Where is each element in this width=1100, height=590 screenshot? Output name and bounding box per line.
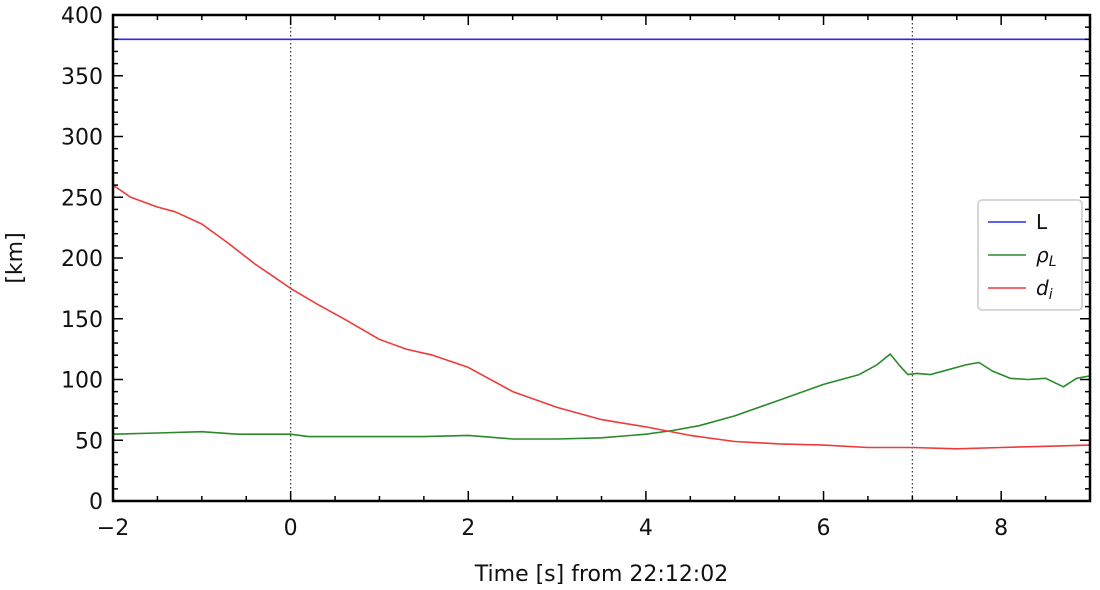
y-tick-label: 250 [61, 186, 103, 211]
plot-series [112, 38, 1091, 450]
y-tick-label: 350 [61, 65, 103, 90]
series-line-rho [112, 353, 1091, 440]
x-tick-label: 8 [994, 516, 1008, 541]
y-tick-label: 0 [89, 490, 103, 515]
y-tick-label: 400 [61, 4, 103, 29]
x-tick-label: 4 [639, 516, 653, 541]
vertical-reference-lines [290, 15, 913, 501]
legend-label-L: L [1036, 210, 1048, 234]
axis-ticks [112, 14, 1091, 502]
legend: LρL di [977, 199, 1083, 311]
x-tick-label: 6 [817, 516, 831, 541]
legend-box [977, 199, 1083, 311]
x-tick-label: 0 [284, 516, 298, 541]
y-tick-label: 150 [61, 308, 103, 333]
y-tick-label: 100 [61, 369, 103, 394]
y-tick-label: 300 [61, 126, 103, 151]
series-line-di [112, 184, 1091, 450]
plot-frame [111, 13, 1092, 503]
legend-label-rho: ρL [1036, 243, 1057, 270]
legend-label-di: di [1036, 276, 1053, 303]
y-axis-label: [km] [3, 232, 28, 283]
y-tick-label: 50 [75, 429, 103, 454]
x-tick-label: −2 [97, 516, 129, 541]
x-axis-label: Time [s] from 22:12:02 [474, 562, 728, 587]
x-tick-label: 2 [461, 516, 475, 541]
y-tick-label: 200 [61, 247, 103, 272]
